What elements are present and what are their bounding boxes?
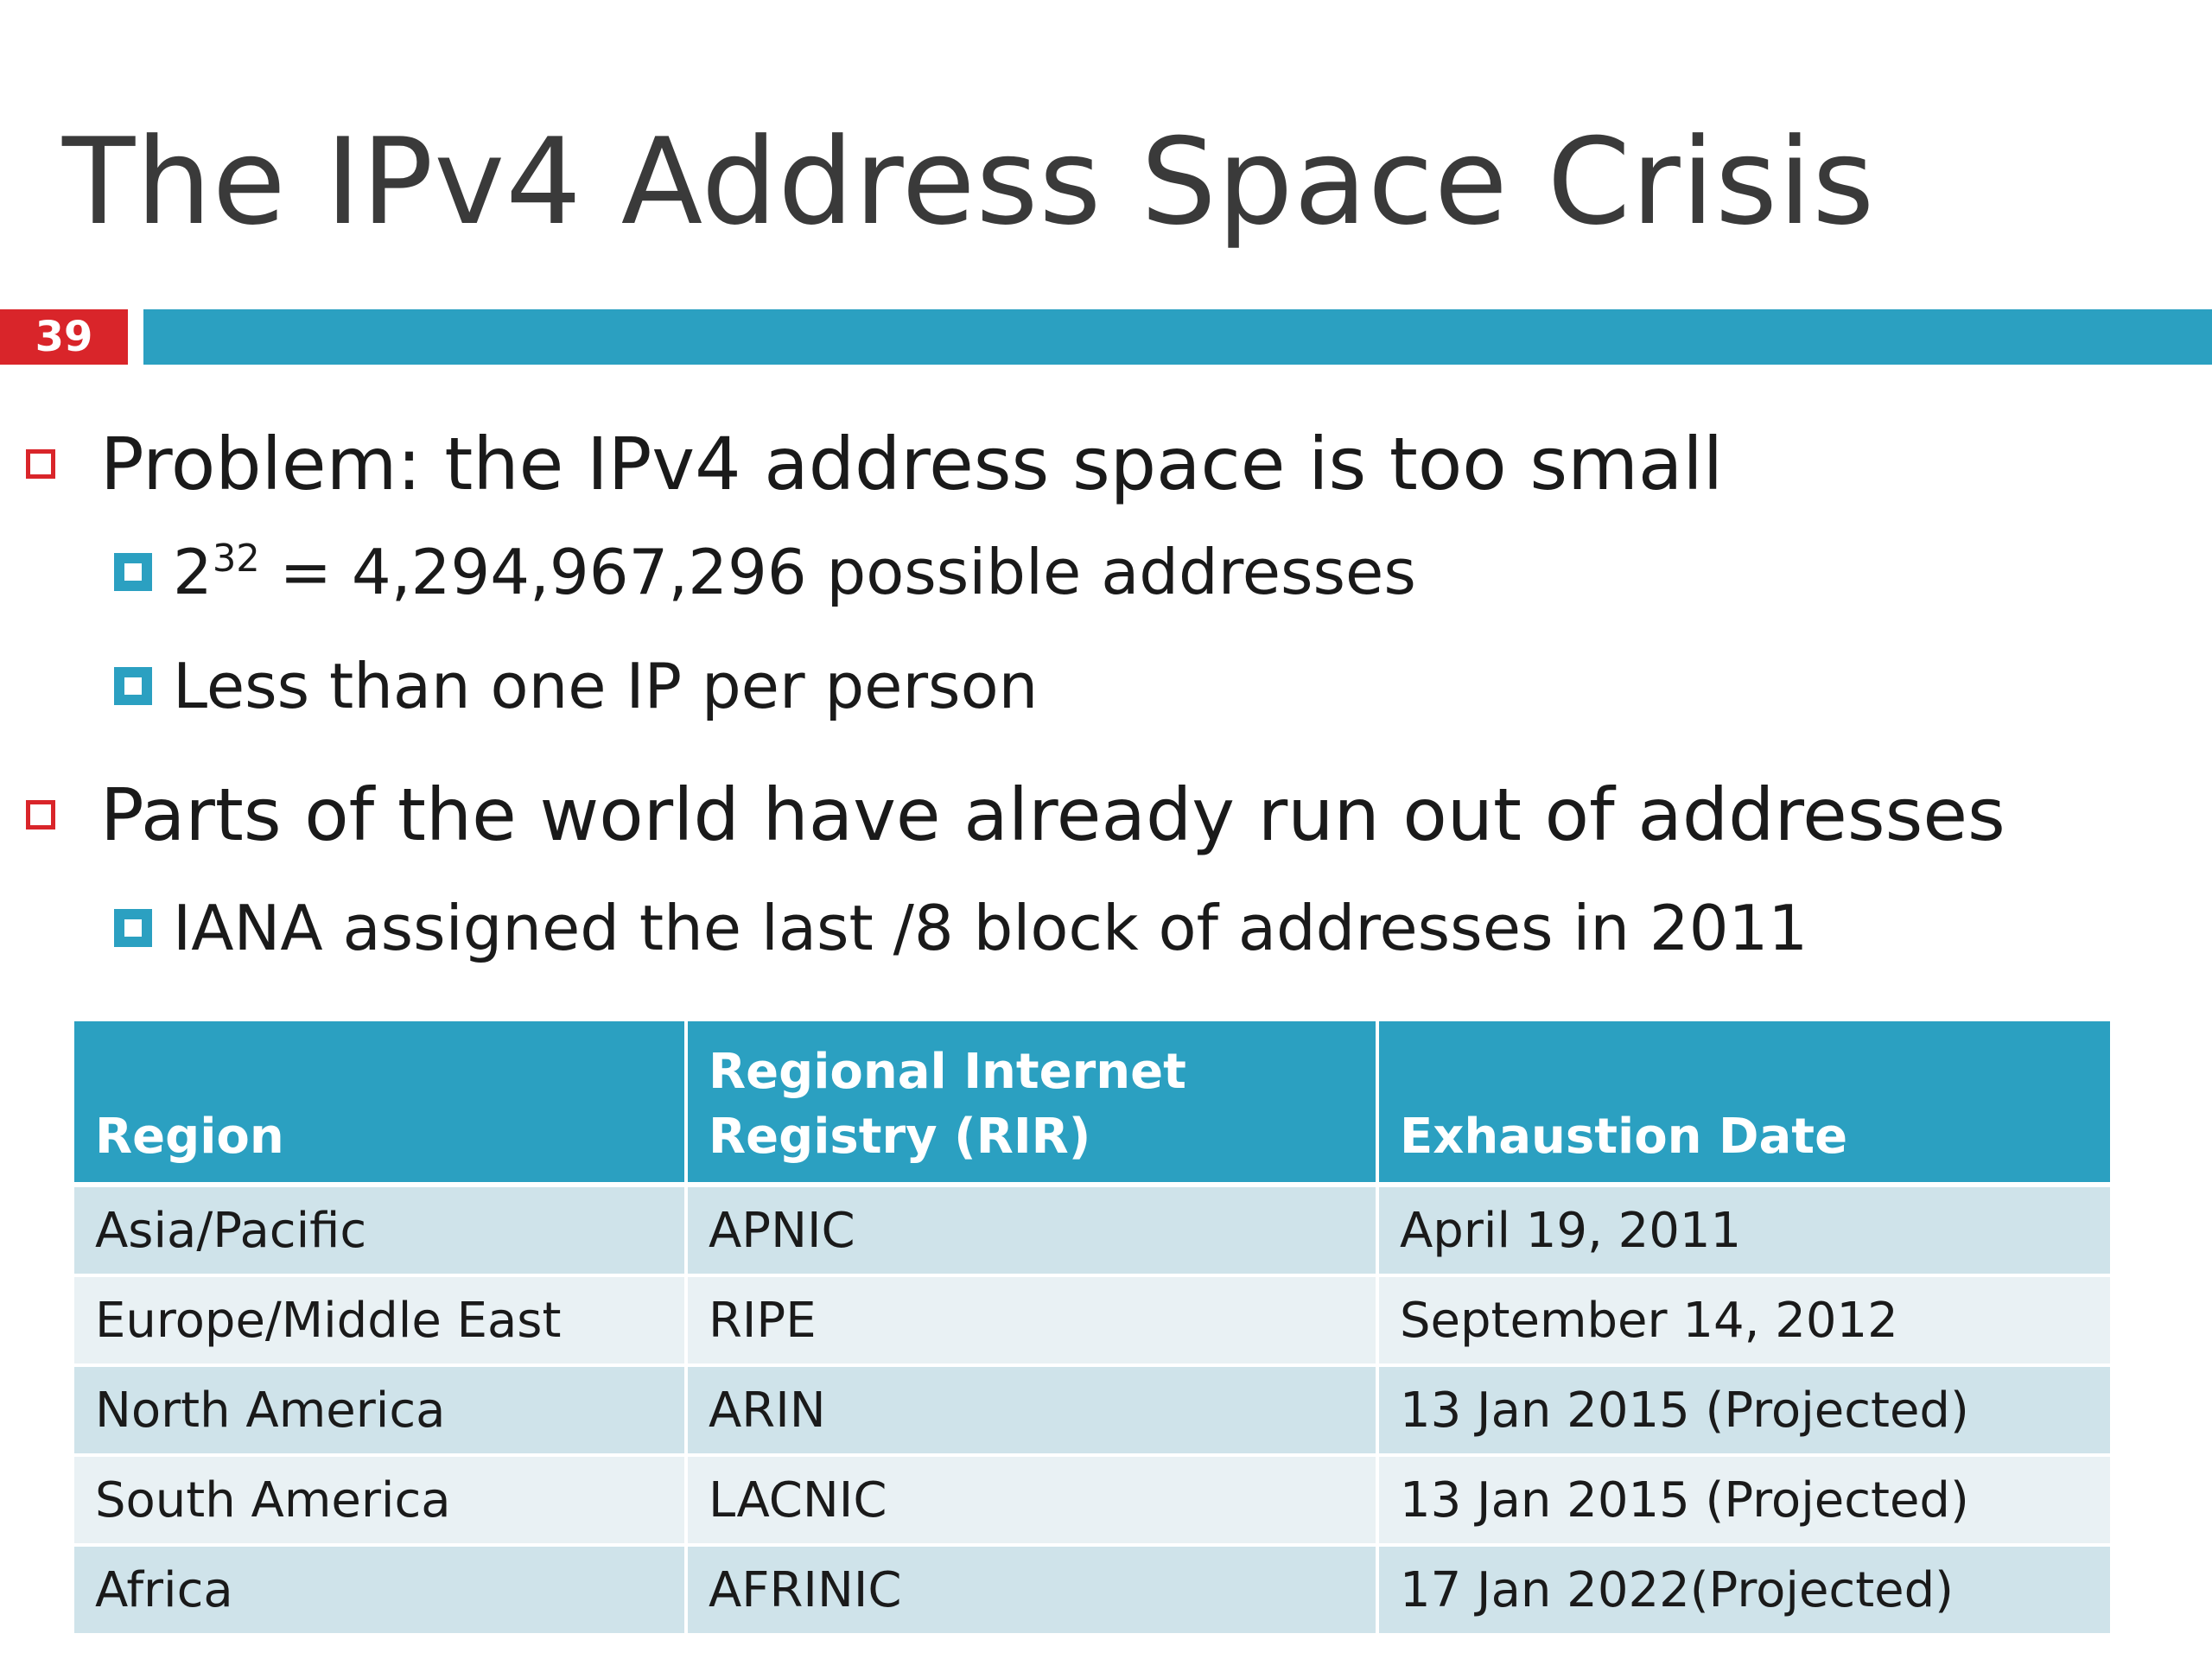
header-exhaustion-date: Exhaustion Date (1377, 1021, 2110, 1187)
cell-rir: ARIN (686, 1365, 1379, 1457)
cell-date: 13 Jan 2015 (Projected) (1377, 1455, 2110, 1547)
rir-exhaustion-table: Region Regional Internet Registry (RIR) … (74, 1021, 2110, 1637)
sub-bullet-text: IANA assigned the last /8 block of addre… (173, 892, 1808, 964)
bullet-text: Problem: the IPv4 address space is too s… (100, 422, 1724, 506)
cell-date: April 19, 2011 (1377, 1185, 2110, 1277)
table-row: North America ARIN 13 Jan 2015 (Projecte… (74, 1365, 2110, 1457)
header-region: Region (74, 1021, 688, 1187)
sub-bullet-text: 232 = 4,294,967,296 possible addresses (173, 536, 1416, 608)
table-row: Asia/Pacific APNIC April 19, 2011 (74, 1185, 2110, 1277)
header-rir: Regional Internet Registry (RIR) (686, 1021, 1379, 1187)
slide-title: The IPv4 Address Space Crisis (62, 112, 1876, 251)
header-rule (143, 309, 2212, 365)
power-exponent: 32 (212, 537, 260, 582)
filled-square-bullet-icon (114, 667, 152, 705)
cell-rir: AFRINIC (686, 1545, 1379, 1637)
cell-rir: APNIC (686, 1185, 1379, 1277)
sub-bullet-iana: IANA assigned the last /8 block of addre… (114, 892, 1808, 964)
hollow-square-bullet-icon (26, 449, 55, 479)
cell-region: South America (74, 1455, 688, 1547)
sub-bullet-address-count: 232 = 4,294,967,296 possible addresses (114, 536, 1416, 608)
cell-region: Asia/Pacific (74, 1185, 688, 1277)
table-header-row: Region Regional Internet Registry (RIR) … (74, 1021, 2110, 1187)
sub-bullet-per-person: Less than one IP per person (114, 650, 1038, 722)
bullet-text: Parts of the world have already run out … (100, 772, 2005, 857)
table-row: South America LACNIC 13 Jan 2015 (Projec… (74, 1455, 2110, 1547)
cell-rir: RIPE (686, 1275, 1379, 1367)
filled-square-bullet-icon (114, 553, 152, 591)
sub-bullet-text: Less than one IP per person (173, 650, 1039, 722)
cell-region: North America (74, 1365, 688, 1457)
cell-region: Africa (74, 1545, 688, 1637)
cell-region: Europe/Middle East (74, 1275, 688, 1367)
cell-date: September 14, 2012 (1377, 1275, 2110, 1367)
cell-rir: LACNIC (686, 1455, 1379, 1547)
bullet-problem: Problem: the IPv4 address space is too s… (26, 422, 1723, 506)
cell-date: 13 Jan 2015 (Projected) (1377, 1365, 2110, 1457)
table-row: Africa AFRINIC 17 Jan 2022(Projected) (74, 1545, 2110, 1637)
hollow-square-bullet-icon (26, 800, 55, 830)
table-row: Europe/Middle East RIPE September 14, 20… (74, 1275, 2110, 1367)
bullet-run-out: Parts of the world have already run out … (26, 772, 2005, 857)
slide-number-badge: 39 (0, 309, 128, 365)
power-base: 2 (173, 536, 213, 608)
cell-date: 17 Jan 2022(Projected) (1377, 1545, 2110, 1637)
filled-square-bullet-icon (114, 909, 152, 947)
power-result: = 4,294,967,296 possible addresses (259, 536, 1416, 608)
